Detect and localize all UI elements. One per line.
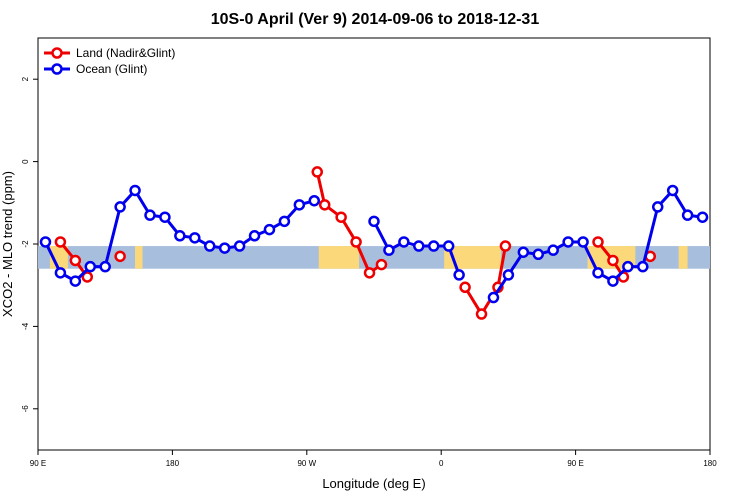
plot-frame	[37, 37, 711, 451]
series-1-point-35	[622, 260, 634, 273]
series-0-point-11	[475, 308, 488, 320]
x-axis-label: Longitude (deg E)	[322, 476, 425, 491]
land-span-5	[678, 246, 688, 269]
series-1-point-24	[442, 240, 455, 252]
series-0-point-15	[607, 254, 619, 267]
legend-label-ocean: Ocean (Glint)	[76, 62, 147, 76]
land-span-2	[318, 246, 360, 269]
series-0-point-1	[69, 254, 82, 267]
series-1-point-7	[144, 209, 156, 221]
series-1-point-14	[248, 230, 261, 242]
series-1-point-6	[129, 184, 141, 197]
y-tick-label-4: -6	[21, 405, 30, 413]
series-layer	[39, 166, 709, 320]
series-0-point-10	[459, 281, 471, 294]
legend: Land (Nadir&Glint) Ocean (Glint)	[44, 46, 175, 76]
series-1-point-3	[84, 260, 97, 273]
legend-entry-ocean: Ocean (Glint)	[44, 62, 147, 76]
series-1-point-21	[398, 236, 410, 248]
series-1-point-20	[383, 244, 395, 256]
series-1-point-5	[114, 201, 126, 213]
series-1-point-31	[562, 236, 574, 248]
series-0-point-2	[81, 271, 94, 283]
land-span-1	[135, 246, 143, 269]
series-1-point-2	[69, 275, 82, 287]
series-0-point-7	[350, 236, 362, 248]
x-tick-label-1: 180	[166, 459, 180, 468]
series-0-point-5	[318, 199, 331, 211]
x-tick-label-0: 90 E	[30, 459, 46, 468]
series-1-point-4	[99, 260, 111, 273]
x-tick-label-3: 0	[439, 459, 444, 468]
series-1-point-33	[592, 267, 604, 279]
series-1-point-28	[517, 246, 530, 258]
series-0-point-14	[592, 236, 604, 248]
series-1-point-19	[368, 215, 380, 228]
x-axis: 90 E 180 90 W 0 90 E 180	[30, 450, 717, 468]
series-1-point-11	[203, 240, 216, 252]
series-1-point-10	[189, 232, 201, 244]
land-span-3	[444, 246, 501, 269]
y-tick-label-1: 0	[21, 159, 30, 164]
series-1-point-13	[233, 240, 246, 252]
series-1-point-8	[159, 211, 171, 223]
series-1-point-1	[54, 267, 67, 279]
series-1-point-27	[502, 269, 515, 281]
series-0-point-13	[499, 240, 512, 252]
legend-entry-land: Land (Nadir&Glint)	[44, 46, 175, 60]
series-1-point-15	[263, 223, 276, 236]
series-1-point-40	[696, 211, 709, 223]
series-1-point-17	[293, 199, 306, 211]
series-0-point-3	[114, 250, 126, 263]
series-1-point-38	[666, 184, 679, 197]
series-1-point-39	[681, 209, 694, 221]
series-0-point-0	[54, 236, 67, 248]
series-1-point-9	[174, 230, 186, 242]
series-0-point-8	[363, 267, 376, 279]
x-tick-label-2: 90 W	[297, 459, 316, 468]
series-1-point-22	[413, 240, 425, 252]
series-1-point-12	[218, 242, 231, 254]
series-1-point-34	[607, 275, 619, 287]
series-1-point-36	[637, 260, 649, 273]
legend-marker-ocean	[51, 63, 63, 75]
legend-marker-land	[51, 47, 63, 59]
x-tick-label-5: 180	[703, 459, 717, 468]
series-1-point-23	[427, 240, 440, 252]
series-0-point-6	[335, 211, 347, 223]
series-1-point-18	[308, 194, 321, 207]
series-1-point-32	[577, 236, 589, 248]
series-1	[39, 184, 709, 304]
series-1-point-29	[532, 248, 545, 261]
series-1-point-25	[453, 269, 465, 281]
series-0-point-4	[311, 166, 324, 178]
series-0-point-9	[375, 258, 388, 271]
y-tick-label-0: 2	[21, 76, 30, 81]
series-1-point-16	[278, 215, 291, 228]
legend-label-land: Land (Nadir&Glint)	[76, 46, 175, 60]
series-1-point-37	[651, 201, 664, 213]
y-axis-label: XCO2 - MLO trend (ppm)	[0, 171, 15, 317]
chart-title: 10S-0 April (Ver 9) 2014-09-06 to 2018-1…	[211, 11, 540, 28]
x-tick-label-4: 90 E	[567, 459, 583, 468]
series-1-point-26	[487, 291, 500, 304]
y-tick-label-2: -2	[21, 240, 30, 248]
series-1-point-30	[547, 244, 559, 256]
y-axis: 2 0 -2 -4 -6	[21, 76, 38, 412]
series-1-point-0	[39, 236, 52, 248]
y-tick-label-3: -4	[21, 322, 30, 330]
